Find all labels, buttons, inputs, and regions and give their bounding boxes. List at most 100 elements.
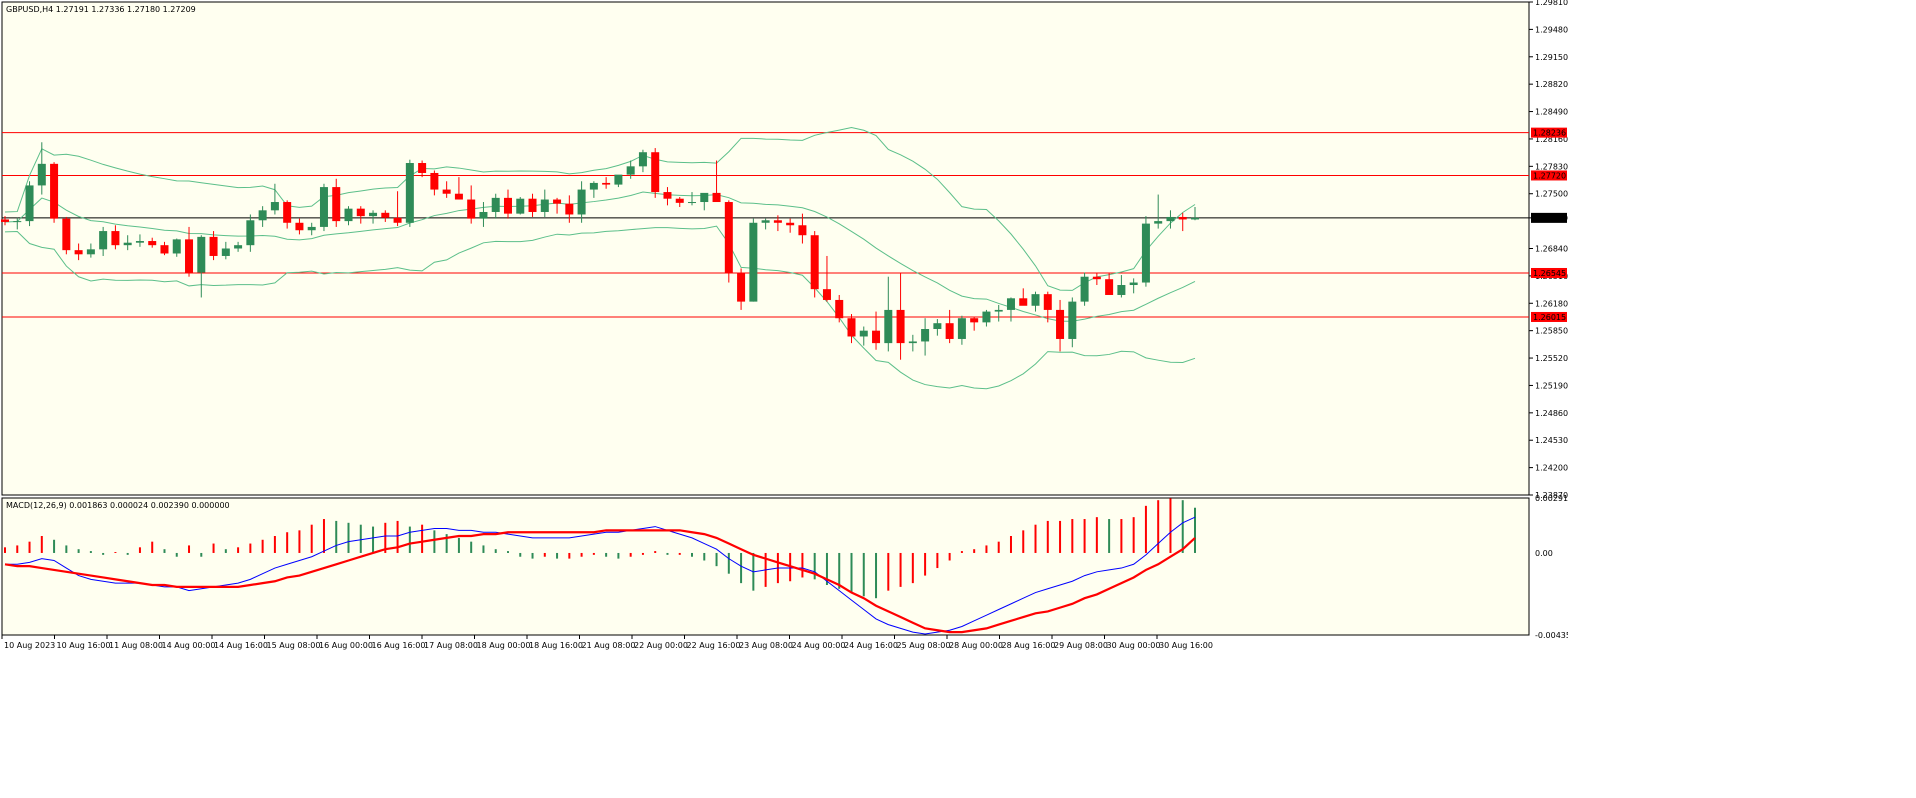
candle-body [651, 152, 660, 193]
candle [418, 160, 427, 178]
candle [896, 272, 905, 360]
candle [626, 160, 635, 179]
bb-middle [4, 191, 1196, 322]
candle [344, 206, 353, 226]
candle-body [491, 197, 500, 212]
price-tick-label: 1.29480 [1535, 25, 1568, 34]
candle-body [577, 189, 586, 215]
time-tick-label: 28 Aug 16:00 [1002, 641, 1056, 650]
candle [1141, 216, 1150, 287]
candle-body [528, 198, 537, 212]
candle-body [908, 341, 917, 344]
time-tick-label: 23 Aug 08:00 [739, 641, 793, 650]
candle [1080, 272, 1089, 306]
candle-body [234, 245, 243, 249]
candle [773, 215, 782, 232]
candle-body [602, 182, 611, 185]
time-tick-label: 29 Aug 08:00 [1054, 641, 1108, 650]
candle [565, 195, 574, 223]
level-tag [1531, 127, 1567, 138]
candle-body [761, 220, 770, 223]
level-tag-label: 1.26015 [1533, 313, 1566, 322]
time-tick-label: 18 Aug 00:00 [477, 641, 531, 650]
candle-body [99, 231, 108, 250]
time-tick-label: 28 Aug 00:00 [949, 641, 1003, 650]
candle [651, 148, 660, 198]
candle [13, 217, 22, 230]
candle-body [1141, 223, 1150, 283]
candle [295, 218, 304, 235]
candle-body [516, 198, 525, 214]
level-tag [1531, 212, 1567, 223]
time-tick-label: 30 Aug 00:00 [1107, 641, 1161, 650]
candle-body [1092, 276, 1101, 280]
candle-body [1154, 221, 1163, 224]
trading-chart[interactable]: 1.29810 1.29480 1.29150 1.28820 1.28490 1.281… [0, 0, 1568, 652]
candle-body [1129, 282, 1138, 286]
candle [1043, 291, 1052, 323]
candle-body [749, 222, 758, 302]
level-tag [1531, 267, 1567, 278]
candle-body [1191, 217, 1199, 220]
candle-body [921, 329, 930, 342]
time-tick-label: 22 Aug 16:00 [687, 641, 741, 650]
candle-body [1068, 301, 1077, 339]
time-tick-label: 24 Aug 00:00 [792, 641, 846, 650]
candle [663, 187, 672, 206]
candle-body [1056, 309, 1065, 339]
candle-body [1117, 285, 1126, 295]
candle-body [773, 220, 782, 223]
candle [1166, 210, 1175, 229]
candle-body [86, 249, 95, 255]
candle-body [356, 208, 365, 217]
candle [872, 311, 881, 350]
candle-body [589, 182, 598, 190]
candle [540, 189, 549, 217]
candle [172, 238, 181, 257]
candle [908, 334, 917, 352]
candle-body [454, 193, 463, 200]
candle-body [675, 198, 684, 203]
bb-upper [4, 127, 1196, 291]
candle [393, 191, 402, 227]
candle-body [209, 236, 218, 256]
price-tick-label: 1.29150 [1535, 53, 1568, 62]
candle-body [688, 202, 697, 204]
candle [381, 210, 390, 222]
candle [74, 243, 83, 261]
candle-body [1080, 276, 1089, 302]
candle [712, 160, 721, 203]
candle [135, 234, 144, 247]
candle [25, 181, 34, 227]
candle-body [111, 231, 120, 246]
price-tick-label: 1.25850 [1535, 327, 1568, 336]
candle-body [884, 309, 893, 344]
candle-body [393, 217, 402, 223]
candle-body [786, 222, 795, 226]
candle-body [835, 299, 844, 319]
level-tag-label: 1.27209 [1533, 214, 1566, 223]
candle [479, 202, 488, 227]
time-tick-label: 16 Aug 00:00 [319, 641, 373, 650]
price-panel[interactable] [1, 1, 1530, 496]
candle-body [1, 219, 9, 222]
candle [356, 206, 365, 224]
candle [503, 189, 512, 219]
candle [454, 177, 463, 200]
candle-body [295, 222, 304, 231]
candle-body [50, 163, 59, 219]
candle [810, 231, 819, 298]
candle [614, 174, 623, 188]
candle-body [62, 218, 71, 251]
candle [369, 210, 378, 224]
time-tick-label: 30 Aug 16:00 [1159, 641, 1213, 650]
candle-body [957, 318, 966, 339]
candle-body [283, 202, 292, 223]
candle-body [700, 192, 709, 203]
candle [430, 170, 439, 196]
level-tag-label: 1.27720 [1533, 171, 1566, 180]
time-tick-label: 15 Aug 08:00 [267, 641, 321, 650]
candle-body [319, 187, 328, 227]
candle [332, 178, 341, 227]
candle [1056, 299, 1065, 352]
